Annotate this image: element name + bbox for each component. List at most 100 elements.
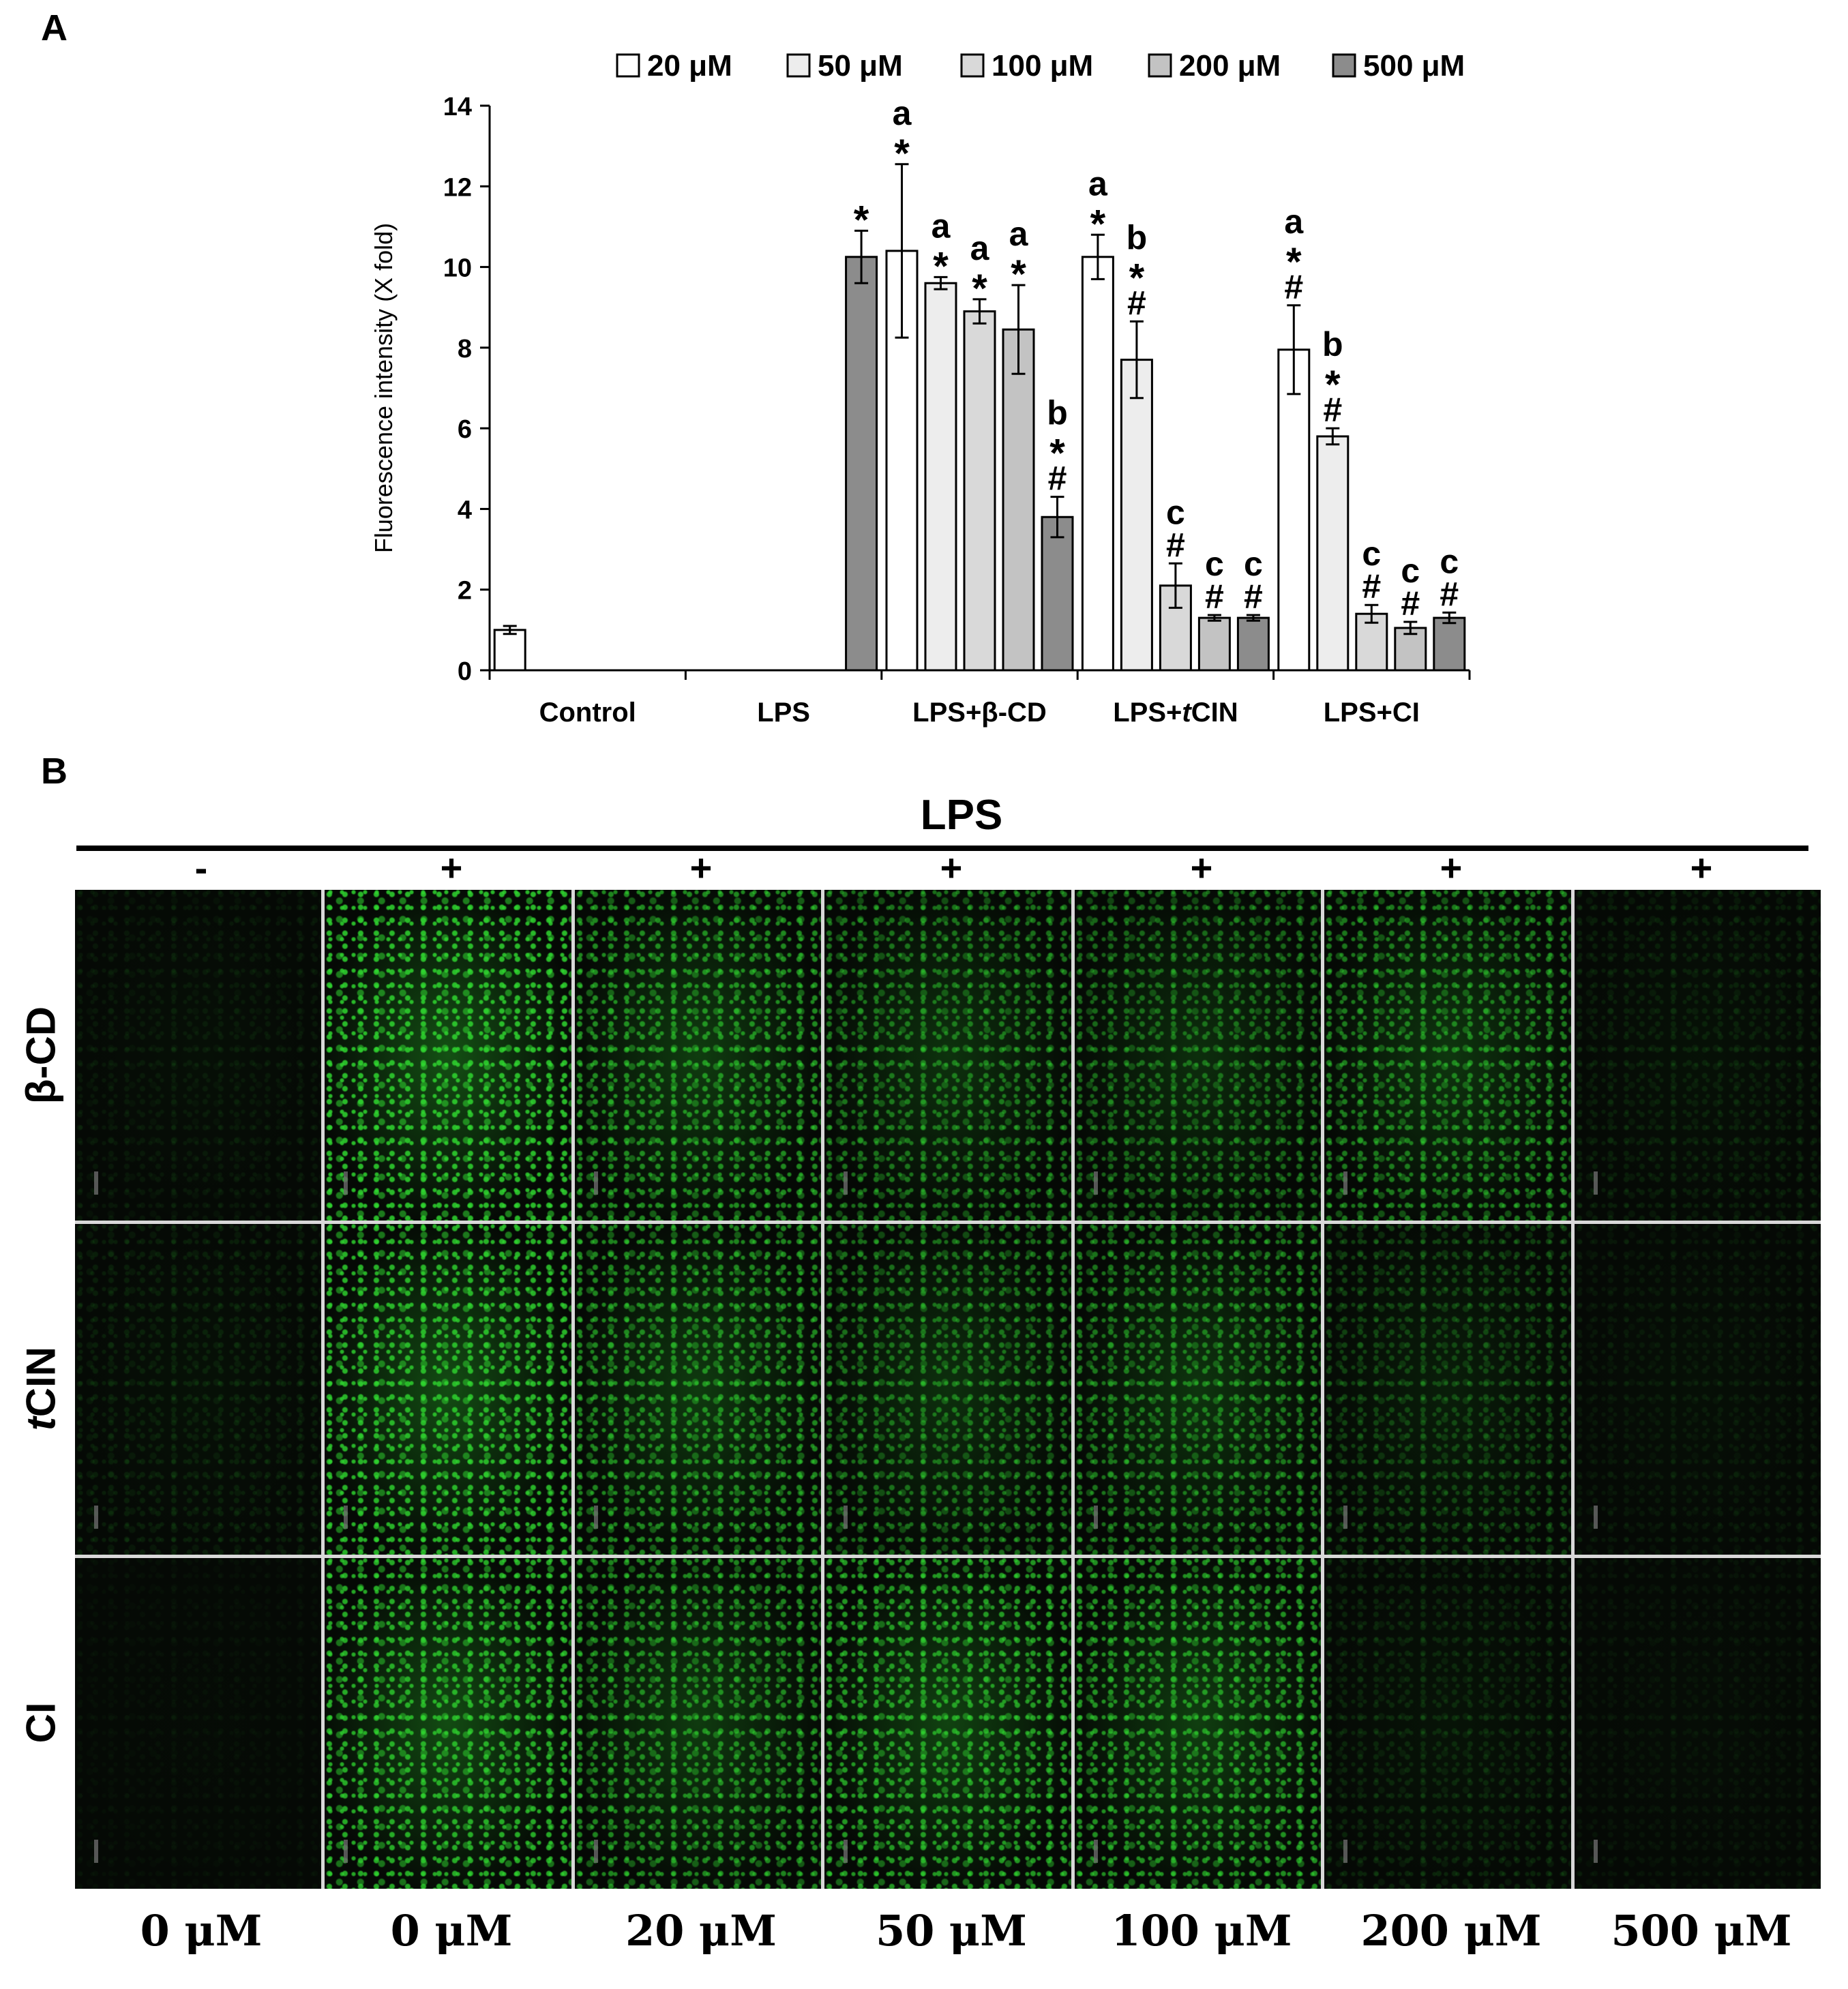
legend-label: 500 μM bbox=[1363, 49, 1465, 83]
panel-b-label: B bbox=[41, 751, 68, 792]
y-tick-label: 8 bbox=[458, 335, 472, 363]
significance-mark: # bbox=[1166, 526, 1185, 564]
micrograph-grid bbox=[75, 890, 1821, 1889]
significance-mark: b bbox=[1047, 394, 1068, 432]
y-tick-label: 0 bbox=[458, 657, 472, 686]
y-tick-label: 6 bbox=[458, 415, 472, 444]
scale-bar bbox=[593, 1840, 598, 1863]
x-category-label: LPS+tCIN bbox=[1113, 698, 1238, 728]
scale-bar bbox=[844, 1506, 848, 1529]
bar bbox=[963, 310, 996, 672]
scale-bar bbox=[1593, 1840, 1598, 1863]
x-category-label: LPS+β-CD bbox=[912, 698, 1047, 728]
micrograph-cell bbox=[1324, 1558, 1571, 1889]
y-tick-label: 4 bbox=[458, 496, 472, 524]
significance-mark: * bbox=[1129, 256, 1145, 300]
significance-mark: # bbox=[1362, 567, 1381, 605]
significance-mark: a bbox=[932, 207, 951, 245]
legend-label: 200 μM bbox=[1179, 49, 1281, 83]
bar bbox=[924, 282, 957, 672]
scale-bar bbox=[1343, 1171, 1348, 1195]
micrograph-cell bbox=[1574, 890, 1821, 1221]
y-axis-label: Fluorescence intensity (X fold) bbox=[370, 223, 398, 553]
bar bbox=[1433, 616, 1466, 672]
bar bbox=[1277, 348, 1311, 672]
legend-swatch bbox=[960, 53, 985, 78]
micrograph-cell bbox=[75, 1558, 322, 1889]
significance-mark: * bbox=[854, 198, 869, 242]
micrograph-cell bbox=[75, 1224, 322, 1555]
row-label: tCIN bbox=[18, 1346, 64, 1431]
x-category-label: LPS+CI bbox=[1324, 698, 1420, 728]
significance-mark: * bbox=[1090, 202, 1106, 246]
significance-mark: # bbox=[1440, 575, 1459, 613]
significance-mark: a bbox=[893, 94, 912, 132]
micrograph-cell bbox=[1324, 1224, 1571, 1555]
lps-sign: + bbox=[1690, 846, 1713, 889]
significance-mark: * bbox=[1011, 252, 1026, 297]
micrograph-cell bbox=[824, 890, 1071, 1221]
micrograph-cell bbox=[75, 890, 322, 1221]
significance-mark: # bbox=[1244, 578, 1263, 616]
significance-mark: # bbox=[1205, 578, 1224, 616]
legend-swatch bbox=[1148, 53, 1172, 78]
micrograph-cell bbox=[1324, 890, 1571, 1221]
significance-mark: b bbox=[1127, 218, 1148, 256]
legend-swatch bbox=[786, 53, 811, 78]
legend-label: 100 μM bbox=[992, 49, 1093, 83]
bar bbox=[493, 629, 526, 672]
micrograph-cell bbox=[1574, 1558, 1821, 1889]
concentration-label: 20 μM bbox=[625, 1906, 777, 1956]
significance-mark: a bbox=[1284, 203, 1304, 241]
micrograph-cell bbox=[1074, 890, 1322, 1221]
micrograph-cell bbox=[824, 1224, 1071, 1555]
concentration-label: 100 μM bbox=[1111, 1906, 1292, 1956]
row-label: β-CD bbox=[18, 1006, 64, 1105]
bar bbox=[1316, 435, 1350, 672]
scale-bar bbox=[1343, 1506, 1348, 1529]
micrograph-cell bbox=[574, 1224, 822, 1555]
significance-mark: c bbox=[1401, 552, 1420, 590]
concentration-label: 500 μM bbox=[1611, 1906, 1792, 1956]
significance-mark: * bbox=[933, 244, 949, 288]
scale-bar bbox=[1593, 1171, 1598, 1195]
significance-mark: * bbox=[1325, 363, 1341, 407]
scale-bar bbox=[1093, 1506, 1098, 1529]
significance-mark: c bbox=[1166, 493, 1185, 531]
micrograph-cell bbox=[325, 890, 571, 1221]
lps-sign: + bbox=[440, 846, 463, 889]
significance-mark: # bbox=[1127, 284, 1146, 322]
bar bbox=[845, 256, 878, 672]
scale-bar bbox=[344, 1840, 348, 1863]
bar bbox=[1197, 616, 1231, 672]
micrograph-cell bbox=[325, 1558, 571, 1889]
lps-sign: + bbox=[940, 846, 963, 889]
significance-mark: # bbox=[1284, 268, 1303, 306]
significance-mark: b bbox=[1322, 325, 1343, 363]
lps-sign: + bbox=[1190, 846, 1213, 889]
scale-bar bbox=[344, 1171, 348, 1195]
legend-label: 20 μM bbox=[647, 49, 732, 83]
lps-header: LPS bbox=[920, 792, 1003, 839]
scale-bar bbox=[593, 1506, 598, 1529]
bar-chart: 0 2 4 6 8 10 12 14 Fluorescence intensity (X fol… bbox=[370, 49, 1471, 728]
micrograph-cell bbox=[1074, 1558, 1322, 1889]
significance-mark: c bbox=[1362, 535, 1381, 573]
significance-mark: a bbox=[1009, 215, 1029, 253]
significance-mark: * bbox=[972, 267, 987, 311]
significance-mark: # bbox=[1048, 460, 1067, 498]
legend-swatch bbox=[1332, 53, 1356, 78]
lps-header-line bbox=[76, 846, 1808, 851]
micrograph-cell bbox=[824, 1558, 1071, 1889]
significance-mark: a bbox=[970, 229, 990, 267]
x-category-label: LPS bbox=[757, 698, 810, 728]
concentration-label: 50 μM bbox=[876, 1906, 1027, 1956]
x-category-label: Control bbox=[539, 698, 636, 728]
bar bbox=[1120, 359, 1153, 672]
concentration-label: 200 μM bbox=[1360, 1906, 1542, 1956]
significance-mark: * bbox=[894, 132, 910, 176]
y-tick-label: 10 bbox=[443, 254, 472, 283]
legend-label: 50 μM bbox=[818, 49, 903, 83]
y-tick-label: 14 bbox=[443, 93, 472, 121]
scale-bar bbox=[1093, 1840, 1098, 1863]
